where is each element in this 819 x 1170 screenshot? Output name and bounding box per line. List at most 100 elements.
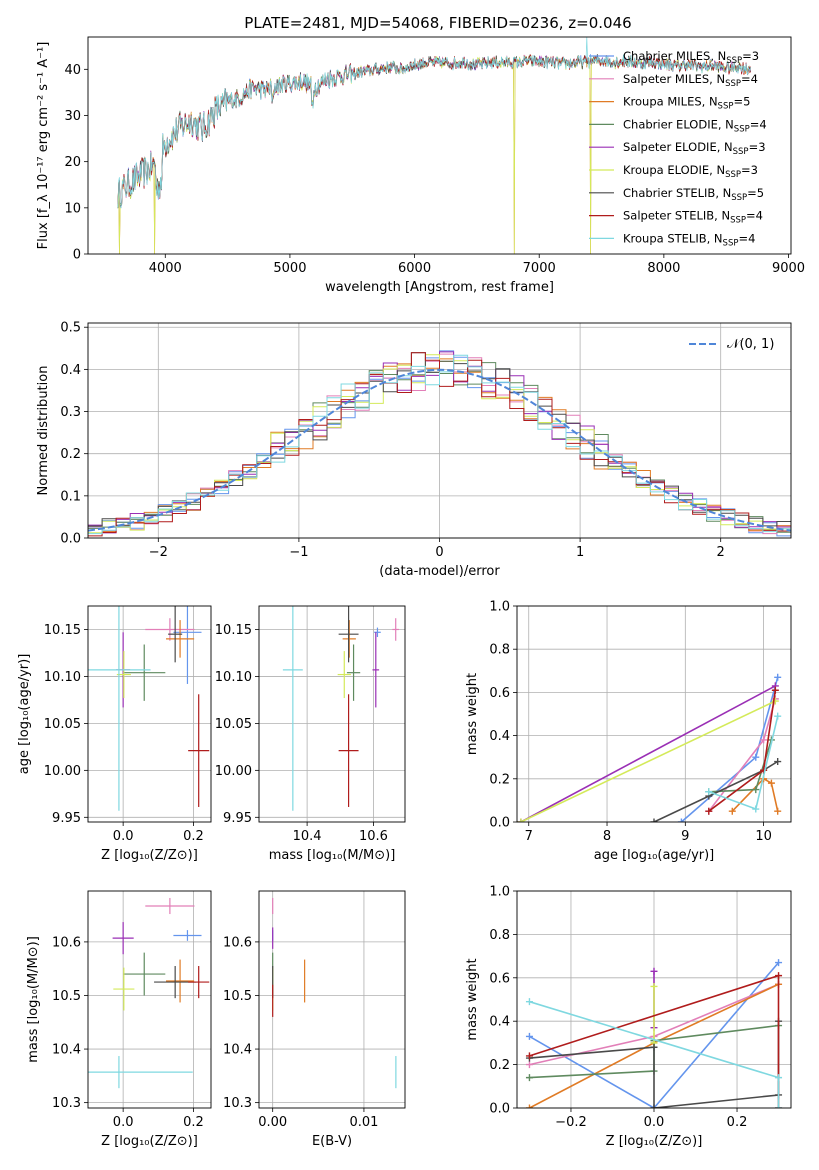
mass_weight_vs_age-marker-chabrier-stelib bbox=[774, 758, 782, 766]
age_vs_Z-xtick-label: 0.2 bbox=[183, 829, 204, 844]
mass_weight_vs_age-marker-kroupa-miles bbox=[728, 807, 736, 815]
mass_weight_vs_Z-marker-salpeter-stelib bbox=[775, 972, 783, 980]
mass_weight_vs_Z-xlabel: Z [log₁₀(Z/Z⊙)] bbox=[606, 1134, 703, 1149]
mass_weight_vs_age-marker-chabrier-miles bbox=[774, 673, 782, 681]
mass_weight_vs_age-marker-chabrier-miles bbox=[677, 818, 685, 822]
mass_weight_vs_age-marker-salpeter-miles bbox=[760, 736, 768, 744]
spectrum-panel bbox=[84, 68, 789, 258]
spectrum-plot-area bbox=[117, 37, 751, 254]
mass_weight_vs_Z-plot-area bbox=[525, 959, 783, 1108]
mass_weight_vs_age-xtick-label: 9 bbox=[681, 829, 689, 844]
age_vs_mass-ytick-label: 10.15 bbox=[215, 623, 252, 638]
mass_weight_vs_age-xtick-label: 7 bbox=[525, 829, 533, 844]
mass_vs_ebv-ytick-label: 10.6 bbox=[223, 935, 252, 950]
mass_weight_vs_Z-panel bbox=[513, 890, 791, 1112]
residuals-ytick-label: 0.1 bbox=[60, 489, 81, 504]
residuals-xlabel: (data-model)/error bbox=[379, 564, 500, 579]
age_vs_Z-ytick-label: 10.15 bbox=[44, 623, 81, 638]
mass_weight_vs_Z-marker-kroupa-stelib bbox=[775, 1104, 783, 1108]
mass_weight_vs_Z-frame bbox=[516, 890, 792, 1109]
mass_weight_vs_Z-marker-chabrier-miles bbox=[525, 1032, 533, 1040]
mass_vs_Z-panel bbox=[84, 891, 211, 1112]
spectrum-line-kroupa-stelib bbox=[117, 37, 751, 209]
mass_weight_vs_age-marker-salpeter-stelib bbox=[705, 807, 713, 815]
age_vs_mass-plot-area bbox=[282, 606, 400, 811]
spectrum-ytick-label: 20 bbox=[64, 155, 81, 170]
residuals-ytick-label: 0.4 bbox=[60, 363, 81, 378]
mass_vs_ebv-xtick-label: 0.00 bbox=[258, 1115, 287, 1130]
spectrum-xtick-label: 7000 bbox=[523, 261, 556, 276]
mass_weight_vs_age-line-kroupa-stelib bbox=[708, 716, 779, 811]
mass_weight_vs_Z-marker-kroupa-elodie bbox=[650, 982, 658, 990]
age_vs_mass-panel bbox=[255, 606, 405, 826]
mass_weight_vs_Z-xtick-label: −0.2 bbox=[555, 1115, 587, 1130]
mass_weight_vs_Z-ytick-label: 0.6 bbox=[489, 971, 510, 986]
residuals-panel bbox=[84, 323, 791, 542]
mass_weight_vs_age-ytick-label: 0.4 bbox=[489, 729, 510, 744]
age_vs_mass-ytick-label: 10.05 bbox=[215, 717, 252, 732]
legend-label-salpeter-stelib: Salpeter STELIB, NSSP=4 bbox=[623, 209, 763, 226]
mass_weight_vs_age-line-salpeter-elodie bbox=[520, 685, 776, 822]
mass_vs_ebv-plot-area bbox=[272, 897, 397, 1089]
mass_weight_vs_Z-marker-salpeter-stelib bbox=[525, 1052, 533, 1060]
mass_vs_Z-xlabel: Z [log₁₀(Z/Z⊙)] bbox=[101, 1134, 198, 1149]
residuals-xtick-label: 1 bbox=[576, 545, 584, 560]
mass_vs_ebv-ytick-label: 10.4 bbox=[223, 1043, 252, 1058]
mass_weight_vs_Z-line-chabrier-miles bbox=[529, 962, 780, 1108]
mass_weight_vs_age-marker-kroupa-miles bbox=[767, 779, 775, 787]
mass_vs_Z-plot-area bbox=[88, 897, 210, 1089]
spectrum-ytick-label: 40 bbox=[64, 63, 81, 78]
mass_weight_vs_Z-marker-chabrier-elodie bbox=[525, 1074, 533, 1082]
mass_vs_Z-xtick-label: 0.0 bbox=[113, 1115, 134, 1130]
mass_weight_vs_Z-marker-kroupa-miles bbox=[525, 1104, 533, 1108]
normal-reference-curve bbox=[88, 368, 791, 532]
mass_vs_Z-ytick-label: 10.3 bbox=[52, 1096, 81, 1111]
residuals-xtick-label: −2 bbox=[149, 545, 168, 560]
mass_weight_vs_age-frame bbox=[516, 605, 792, 823]
legend-label-kroupa-elodie: Kroupa ELODIE, NSSP=3 bbox=[623, 163, 758, 180]
mass_weight_vs_Z-ytick-label: 0.8 bbox=[489, 928, 510, 943]
mass_weight_vs_Z-ytick-label: 0.0 bbox=[489, 1102, 510, 1117]
mass_weight_vs_age-marker-kroupa-miles bbox=[774, 807, 782, 815]
residuals-xtick-label: 0 bbox=[435, 545, 443, 560]
spectrum-xtick-label: 8000 bbox=[647, 261, 680, 276]
spectrum-xtick-label: 4000 bbox=[149, 261, 182, 276]
mass_weight_vs_Z-ytick-label: 0.4 bbox=[489, 1015, 510, 1030]
mass_weight_vs_Z-marker-salpeter-miles bbox=[525, 1061, 533, 1069]
legend-label-chabrier-stelib: Chabrier STELIB, NSSP=5 bbox=[623, 186, 764, 203]
spectrum-xtick-label: 9000 bbox=[772, 261, 805, 276]
age_vs_mass-ytick-label: 10.10 bbox=[215, 670, 252, 685]
mass_weight_vs_age-marker-chabrier-stelib bbox=[650, 818, 658, 822]
figure-title: PLATE=2481, MJD=54068, FIBERID=0236, z=0… bbox=[244, 14, 631, 32]
mass_weight_vs_Z-marker-chabrier-stelib bbox=[650, 1043, 658, 1051]
age_vs_Z-xtick-label: 0.0 bbox=[113, 829, 134, 844]
mass_vs_Z-xtick-label: 0.2 bbox=[183, 1115, 204, 1130]
mass_vs_Z-ytick-label: 10.4 bbox=[52, 1043, 81, 1058]
spectrum-ytick-label: 0 bbox=[73, 248, 81, 263]
mass_weight_vs_age-ylabel: mass weight bbox=[465, 673, 480, 755]
spectrum-ytick-label: 30 bbox=[64, 109, 81, 124]
mass_vs_ebv-panel bbox=[255, 891, 405, 1112]
age_vs_Z-ytick-label: 10.00 bbox=[44, 764, 81, 779]
spectrum-xlabel: wavelength [Angstrom, rest frame] bbox=[325, 280, 554, 295]
mass_weight_vs_age-ytick-label: 0.8 bbox=[489, 643, 510, 658]
mass_weight_vs_age-marker-kroupa-elodie bbox=[517, 818, 525, 822]
mass_weight_vs_age-ytick-label: 0.0 bbox=[489, 816, 510, 831]
spectrum-xtick-label: 6000 bbox=[398, 261, 431, 276]
legend-label-chabrier-elodie: Chabrier ELODIE, NSSP=4 bbox=[623, 117, 767, 134]
spectrum-frame bbox=[87, 36, 792, 255]
mass_vs_ebv-ytick-label: 10.3 bbox=[223, 1096, 252, 1111]
age_vs_Z-plot-area bbox=[88, 606, 210, 811]
mass_weight_vs_age-marker-kroupa-stelib bbox=[774, 712, 782, 720]
mass_weight_vs_age-xlabel: age [log₁₀(age/yr)] bbox=[594, 848, 715, 863]
legend-label-kroupa-stelib: Kroupa STELIB, NSSP=4 bbox=[623, 231, 755, 248]
mass_vs_Z-ylabel: mass [log₁₀(M/M⊙)] bbox=[26, 936, 41, 1063]
mass_weight_vs_Z-marker-salpeter-elodie bbox=[650, 967, 658, 975]
age_vs_Z-xlabel: Z [log₁₀(Z/Z⊙)] bbox=[101, 848, 198, 863]
spectrum-ytick-label: 10 bbox=[64, 201, 81, 216]
mass_weight_vs_Z-marker-kroupa-stelib bbox=[525, 998, 533, 1006]
spectrum-ylabel: Flux [f_λ 10⁻¹⁷ erg cm⁻² s⁻¹ A⁻¹] bbox=[36, 42, 51, 250]
mass_weight_vs_age-plot-area bbox=[517, 673, 782, 822]
age_vs_mass-xtick-label: 10.4 bbox=[293, 829, 322, 844]
